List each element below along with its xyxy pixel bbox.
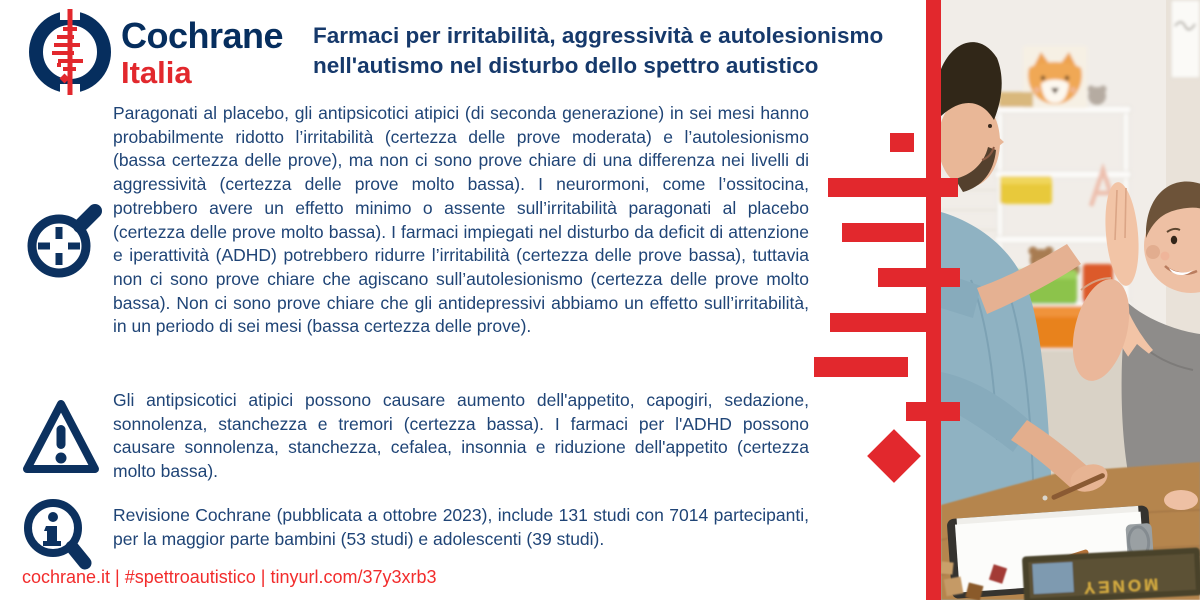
photo-highfive-session: MONEY — [935, 0, 1200, 600]
forest-plot-bar — [906, 402, 960, 421]
paragraph-review-info: Revisione Cochrane (pubblicata a ottobre… — [113, 505, 809, 549]
forest-plot-bar — [828, 178, 958, 197]
cochrane-logo-icon — [27, 5, 115, 104]
forest-plot-diamond-icon — [867, 429, 921, 483]
footer-links: cochrane.it | #spettroautistico | tinyur… — [22, 567, 437, 587]
forest-plot-bar — [842, 223, 924, 242]
page-title: Farmaci per irritabilità, aggressività e… — [313, 23, 884, 78]
paragraph-side-effects: Gli antipsicotici atipici possono causar… — [113, 390, 809, 482]
brand-name: Cochrane — [121, 15, 284, 56]
forest-plot-bar — [878, 268, 960, 287]
forest-plot-bar — [814, 357, 908, 377]
game-box-label: MONEY — [1080, 575, 1158, 598]
brand-wordmark: Cochrane Italia — [121, 15, 284, 90]
forest-plot-vertical-bar — [926, 0, 941, 600]
crosshair-magnifier-icon — [20, 200, 106, 289]
forest-plot-bar — [830, 313, 941, 332]
game-box: MONEY — [1022, 547, 1200, 600]
paragraph-findings: Paragonati al placebo, gli antipsicotici… — [113, 103, 809, 337]
forest-plot-bar — [890, 133, 914, 152]
brand-region: Italia — [121, 55, 192, 90]
wooden-letters — [940, 561, 1008, 600]
warning-triangle-icon — [20, 395, 102, 486]
man-writing-arm — [941, 372, 1108, 501]
info-magnifier-icon — [22, 497, 94, 578]
